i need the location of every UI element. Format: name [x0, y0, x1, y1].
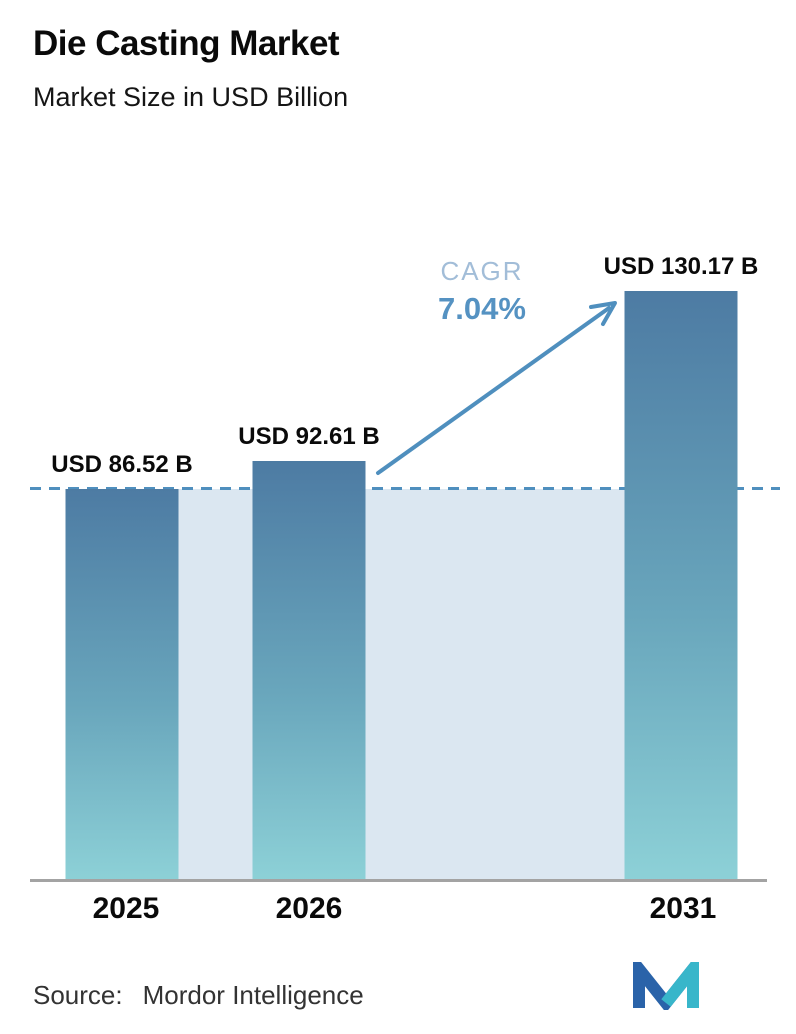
x-tick-2026: 2026 — [275, 892, 343, 925]
cagr-label: CAGR — [440, 256, 524, 286]
cagr-annotation: CAGR 7.04% — [438, 256, 526, 327]
x-axis-line — [30, 879, 767, 882]
x-tick-2031: 2031 — [649, 892, 717, 925]
source-value: Mordor Intelligence — [142, 980, 364, 1010]
reference-dashed-line — [30, 486, 780, 490]
bar-2025 — [65, 488, 179, 881]
source-label: Source: — [33, 980, 123, 1010]
page-title: Die Casting Market — [33, 24, 340, 63]
x-tick-2025: 2025 — [92, 892, 160, 925]
highlight-band — [178, 488, 625, 881]
cagr-value: 7.04% — [438, 291, 526, 326]
bar-value-label-2026: USD 92.61 B — [238, 423, 380, 451]
bar-group-2031: USD 130.17 B — [604, 253, 758, 881]
bar-2026 — [252, 461, 366, 881]
mordor-intelligence-logo-icon — [633, 962, 699, 1010]
bar-value-label-2031: USD 130.17 B — [603, 253, 759, 280]
source-line: Source: Mordor Intelligence — [33, 980, 364, 1011]
bar-value-label-2025: USD 86.52 B — [51, 450, 193, 478]
bar-2031 — [624, 291, 738, 881]
page-subtitle: Market Size in USD Billion — [33, 82, 349, 112]
bar-group-2026: USD 92.61 B — [238, 423, 380, 881]
bar-group-2025: USD 86.52 B — [51, 451, 193, 881]
